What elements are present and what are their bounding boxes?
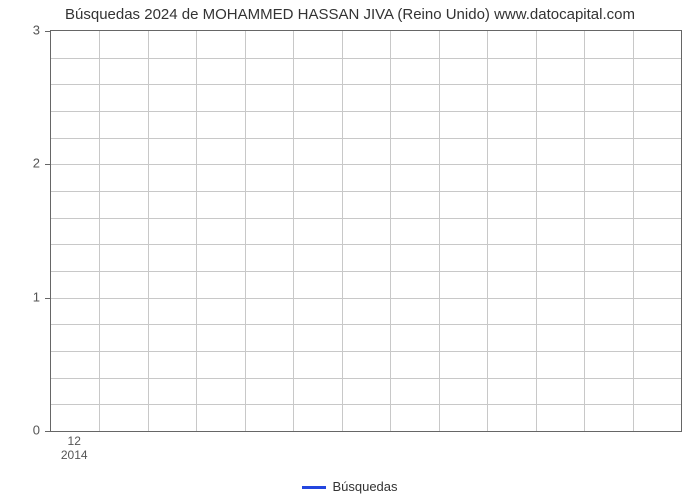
gridline-vertical xyxy=(487,31,488,431)
gridline-vertical xyxy=(99,31,100,431)
gridline-horizontal xyxy=(51,404,681,405)
gridline-vertical xyxy=(148,31,149,431)
y-tick-mark xyxy=(45,298,51,299)
gridline-vertical xyxy=(536,31,537,431)
gridline-horizontal xyxy=(51,191,681,192)
gridline-horizontal xyxy=(51,244,681,245)
gridline-horizontal xyxy=(51,58,681,59)
chart-title: Búsquedas 2024 de MOHAMMED HASSAN JIVA (… xyxy=(0,6,700,23)
gridline-horizontal xyxy=(51,84,681,85)
gridline-vertical xyxy=(245,31,246,431)
gridline-horizontal xyxy=(51,378,681,379)
x-tick-label-month: 12 xyxy=(68,434,81,448)
y-tick-label: 3 xyxy=(10,23,40,38)
y-tick-mark xyxy=(45,431,51,432)
x-tick-label-year: 2014 xyxy=(61,448,88,462)
gridline-vertical xyxy=(293,31,294,431)
gridline-horizontal xyxy=(51,111,681,112)
gridline-horizontal xyxy=(51,351,681,352)
legend-swatch xyxy=(302,486,326,489)
legend-label: Búsquedas xyxy=(332,479,397,494)
y-tick-label: 1 xyxy=(10,289,40,304)
gridline-horizontal xyxy=(51,298,681,299)
gridline-vertical xyxy=(439,31,440,431)
gridline-vertical xyxy=(342,31,343,431)
gridline-vertical xyxy=(633,31,634,431)
y-tick-label: 2 xyxy=(10,156,40,171)
plot-area xyxy=(50,30,682,432)
chart-container: Búsquedas 2024 de MOHAMMED HASSAN JIVA (… xyxy=(0,0,700,500)
gridline-vertical xyxy=(390,31,391,431)
gridline-horizontal xyxy=(51,138,681,139)
y-tick-mark xyxy=(45,164,51,165)
gridline-vertical xyxy=(584,31,585,431)
y-tick-label: 0 xyxy=(10,423,40,438)
gridline-horizontal xyxy=(51,218,681,219)
gridline-horizontal xyxy=(51,271,681,272)
legend: Búsquedas xyxy=(0,479,700,494)
gridline-horizontal xyxy=(51,324,681,325)
gridline-vertical xyxy=(196,31,197,431)
gridline-horizontal xyxy=(51,164,681,165)
y-tick-mark xyxy=(45,31,51,32)
